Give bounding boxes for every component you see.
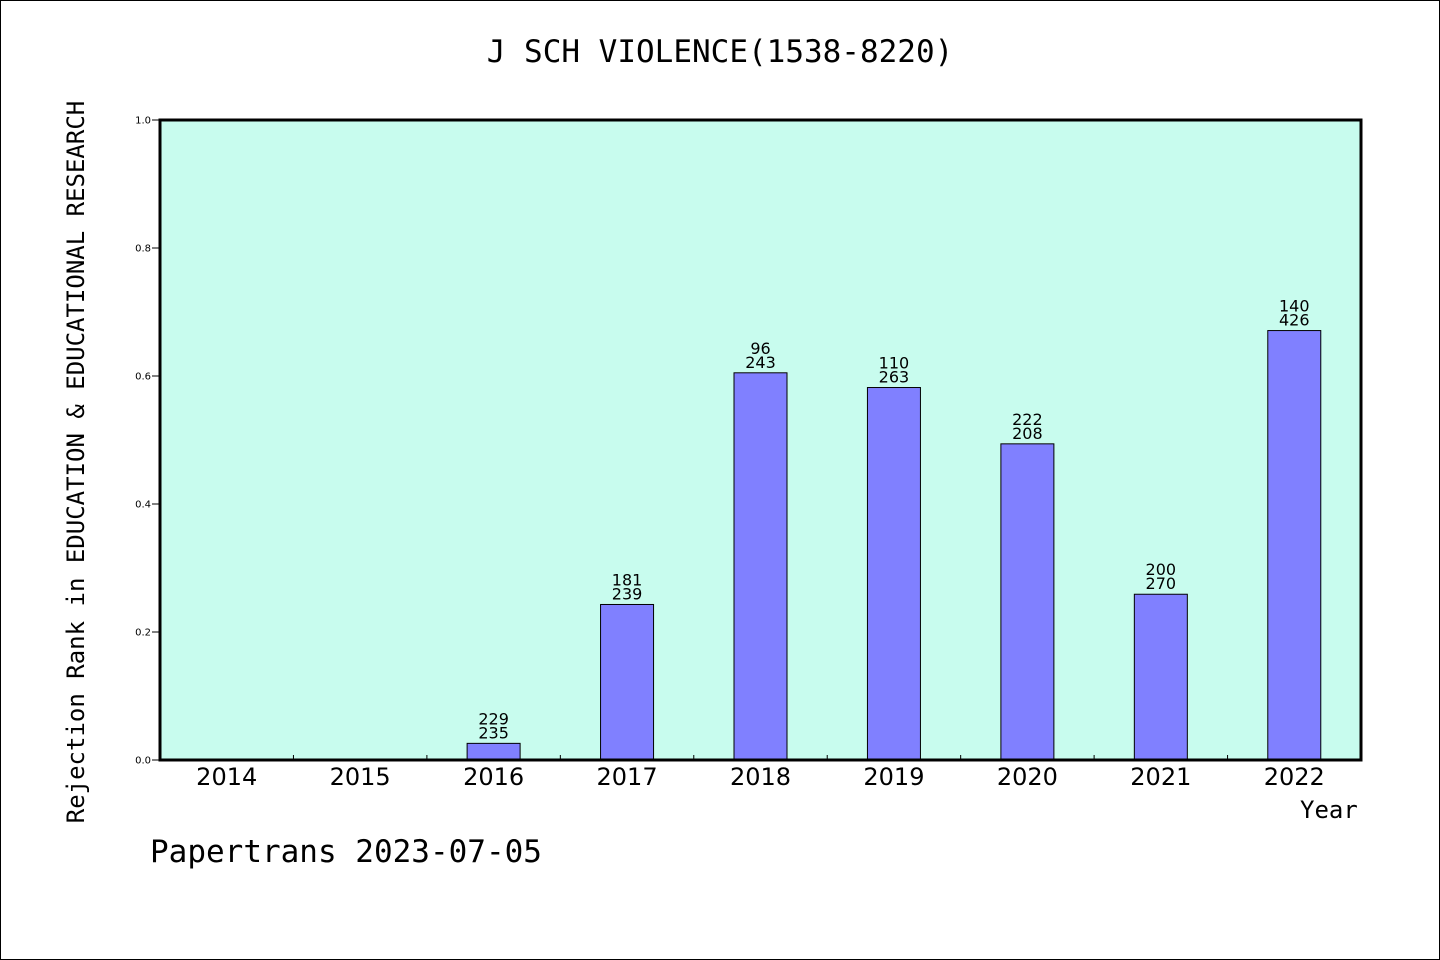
x-tick-label: 2014 [196,763,257,791]
y-tick-label: 0.4 [135,500,151,511]
x-tick-label: 2015 [330,763,391,791]
bar-label-bottom: 426 [1279,311,1310,330]
x-tick-label: 2017 [597,763,658,791]
x-axis-label: Year [1300,796,1358,824]
x-tick-label: 2019 [863,763,924,791]
bar [600,603,655,761]
x-tick-label: 2020 [997,763,1058,791]
bar [733,372,788,761]
bar-label-top: 140 [1279,297,1310,316]
footer-credit: Papertrans 2023-07-05 [150,834,542,870]
bar-label-top: 181 [612,570,643,589]
chart-title: J SCH VIOLENCE(1538-8220) [486,34,954,70]
bar [1133,593,1188,761]
bar [1000,443,1055,761]
bar [1267,330,1322,761]
bar-label-top: 229 [478,709,509,728]
bar-label-bottom: 243 [745,353,776,372]
y-tick-label: 0.0 [135,756,151,767]
x-tick-label: 2016 [463,763,524,791]
bar [466,742,521,761]
bar-label-bottom: 263 [879,368,910,387]
bar-label-bottom: 208 [1012,424,1043,443]
bar-label-top: 110 [879,354,910,373]
y-tick-label: 0.8 [135,244,151,255]
bar-label-bottom: 270 [1146,574,1177,593]
bar-label-bottom: 235 [478,723,509,742]
x-tick-label: 2018 [730,763,791,791]
bar-label-bottom: 239 [612,584,643,603]
x-tick-label: 2021 [1130,763,1191,791]
x-tick-label: 2022 [1264,763,1325,791]
y-tick-label: 0.2 [135,628,151,639]
y-tick-label: 1.0 [135,116,151,127]
bar-label-top: 222 [1012,410,1043,429]
bar-label-top: 200 [1146,560,1177,579]
bar [866,387,921,761]
y-tick-label: 0.6 [135,372,151,383]
bar-label-top: 96 [750,339,770,358]
plot-border [158,118,1363,762]
